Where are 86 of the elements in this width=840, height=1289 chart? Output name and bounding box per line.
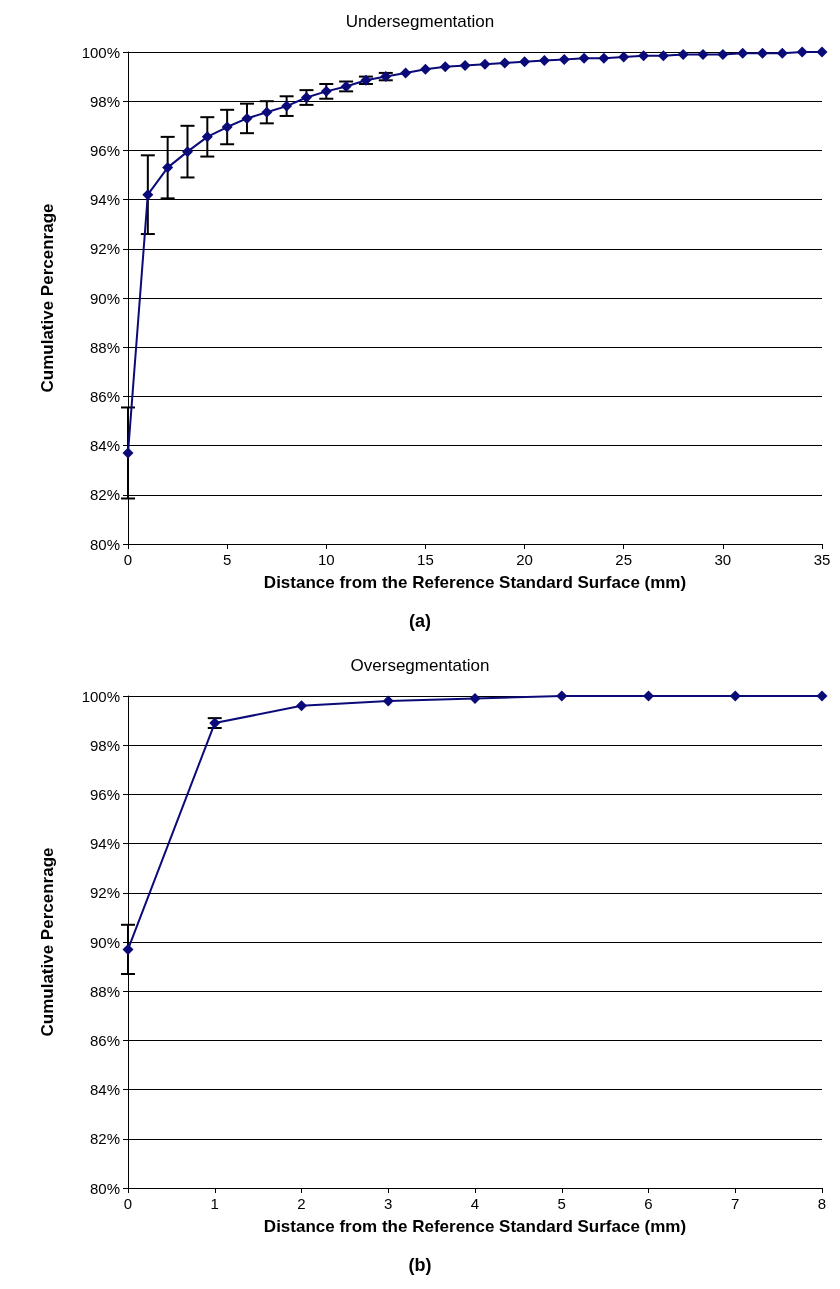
point — [469, 692, 481, 704]
point — [677, 48, 689, 60]
x-tick-label: 15 — [417, 551, 434, 568]
point — [439, 61, 451, 73]
y-tick-label: 84% — [89, 1081, 120, 1099]
point — [697, 48, 709, 60]
point — [638, 50, 650, 62]
y-axis-title: Cumulative Percenrage — [38, 203, 57, 393]
y-tick-label: 80% — [89, 535, 120, 553]
point — [181, 146, 193, 158]
point — [499, 57, 511, 69]
text: (b) — [408, 1255, 432, 1275]
point — [558, 53, 570, 65]
x-tick-label: 10 — [317, 551, 335, 568]
y-tick-label: 82% — [89, 1130, 120, 1148]
point — [556, 690, 568, 702]
point — [201, 131, 213, 143]
point — [419, 63, 431, 75]
x-tick-label: 5 — [557, 1195, 566, 1212]
y-tick-label: 96% — [89, 785, 120, 803]
x-tick-label: 5 — [222, 551, 232, 568]
y-tick-label: 94% — [89, 191, 120, 209]
point — [717, 48, 729, 60]
y-tick-label: 88% — [89, 338, 120, 356]
y-tick-label: 90% — [89, 933, 120, 951]
point — [757, 47, 769, 59]
x-tick-label: 6 — [644, 1195, 653, 1212]
y-tick-label: 82% — [89, 486, 120, 504]
point — [122, 447, 134, 459]
y-tick-label: 100% — [81, 43, 120, 61]
x-tick-label: 3 — [384, 1195, 393, 1212]
point — [598, 52, 610, 64]
point — [618, 51, 630, 63]
point — [459, 60, 471, 72]
x-tick-label: 30 — [714, 551, 732, 568]
point — [578, 52, 590, 64]
x-tick-label: 35 — [813, 551, 831, 568]
point — [519, 56, 531, 68]
point — [796, 46, 808, 58]
y-tick-label: 90% — [89, 289, 120, 307]
x-tick-label: 0 — [123, 551, 133, 568]
point — [162, 162, 174, 174]
y-tick-label: 98% — [89, 736, 120, 754]
x-axis-title: Distance from the Reference Standard Surface (mm) — [263, 573, 687, 592]
text: (a) — [409, 611, 432, 631]
y-tick-label: 94% — [89, 835, 120, 853]
point — [122, 943, 134, 955]
point — [261, 106, 273, 118]
point — [816, 46, 828, 58]
chart-title: Oversegmentation — [350, 656, 490, 675]
point — [400, 67, 412, 79]
chart-title: Undersegmentation — [345, 12, 495, 31]
x-tick-label: 4 — [470, 1195, 480, 1212]
y-axis-title: Cumulative Percenrage — [38, 847, 57, 1037]
y-tick-label: 92% — [89, 240, 120, 258]
point — [479, 58, 491, 70]
x-tick-label: 20 — [516, 551, 533, 568]
point — [643, 690, 654, 702]
x-tick-label: 7 — [731, 1195, 740, 1212]
point — [729, 690, 741, 702]
point — [142, 189, 154, 201]
y-tick-label: 88% — [89, 982, 120, 1000]
point — [737, 47, 749, 59]
x-axis-title: Distance from the Reference Standard Surface (mm) — [263, 1217, 687, 1236]
y-tick-label: 92% — [89, 884, 120, 902]
point — [296, 700, 307, 712]
y-tick-label: 86% — [89, 387, 120, 405]
x-tick-label: 1 — [210, 1195, 219, 1212]
y-tick-label: 96% — [89, 141, 120, 159]
point — [538, 55, 550, 67]
point — [382, 695, 394, 707]
point — [221, 121, 233, 133]
x-tick-label: 25 — [615, 551, 633, 568]
y-tick-label: 100% — [81, 687, 120, 705]
point — [657, 50, 669, 62]
point — [281, 100, 293, 112]
x-tick-label: 2 — [297, 1195, 306, 1212]
point — [241, 112, 253, 124]
y-tick-label: 86% — [89, 1031, 120, 1049]
y-tick-label: 84% — [89, 437, 120, 455]
x-tick-label: 0 — [123, 1195, 133, 1212]
point — [776, 47, 788, 59]
y-tick-label: 80% — [89, 1179, 120, 1197]
x-tick-label: 8 — [817, 1195, 827, 1212]
y-tick-label: 98% — [89, 92, 120, 110]
point — [816, 690, 828, 702]
